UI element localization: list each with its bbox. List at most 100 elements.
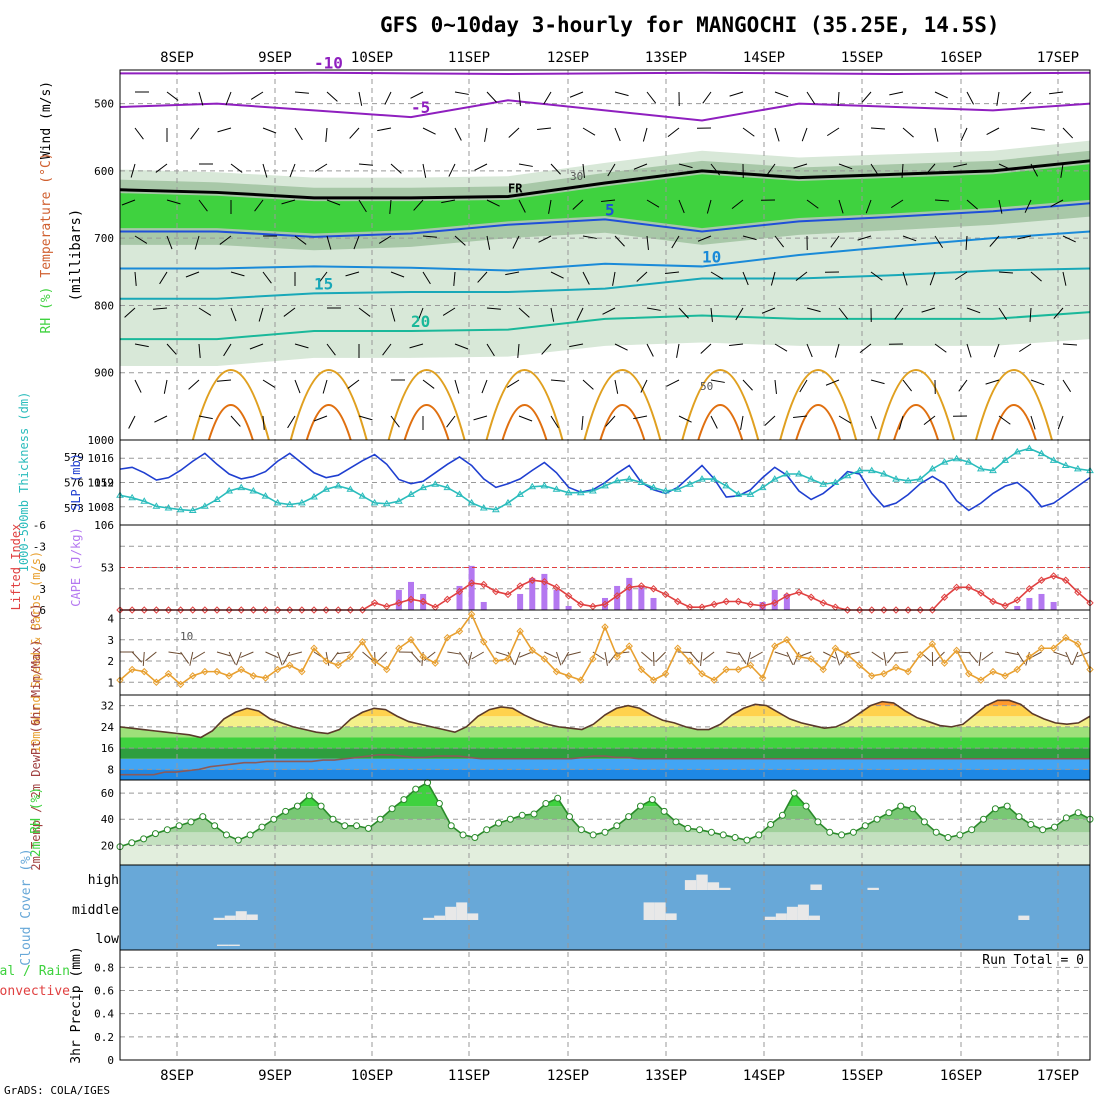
wind-barb (326, 91, 338, 102)
cloud-middle-bar (246, 914, 258, 920)
wind-barb (830, 235, 840, 248)
rh-tick-0: 20 (101, 839, 114, 852)
wind-barb (121, 199, 136, 206)
lifted-index-line-point (807, 593, 815, 601)
wind-speed-line-point (298, 667, 306, 676)
wind-barb-10m (883, 651, 887, 666)
wind-barb (646, 343, 654, 357)
wind-barb (998, 199, 1003, 214)
wind-barb (1017, 235, 1032, 240)
wind-barb-10m (447, 651, 462, 655)
wind-barb-10m (689, 651, 700, 663)
wind-speed-line-point (1062, 633, 1070, 642)
cloud-middle-bar (654, 902, 666, 920)
wind-barb (966, 199, 978, 210)
isotherm-label-4: 10 (702, 247, 721, 266)
isotherm-6 (120, 311, 1091, 341)
wind-barb (614, 235, 625, 247)
rh-line-point (743, 836, 751, 844)
wind-label: 10m Wind Speed & Barbs (m/s) (29, 551, 43, 753)
wind-barb (834, 343, 840, 358)
wind-barb (134, 127, 144, 140)
wind-barb (921, 307, 936, 313)
wind-speed-line-point (540, 655, 549, 663)
wind-barb (249, 343, 264, 350)
wind-speed-line-point (855, 661, 864, 669)
wind-barb (965, 235, 968, 251)
wind-speed-line-point (831, 644, 840, 652)
wind-barb-10m (556, 651, 562, 666)
temp-tick-2: 24 (101, 721, 115, 734)
wind-barb (166, 199, 181, 205)
wind-speed-line-point (625, 642, 633, 650)
cape-bar (1038, 593, 1045, 610)
wind-barb (998, 271, 1014, 274)
isotherm-label-6: 20 (411, 312, 430, 331)
wind-barb (1030, 163, 1039, 177)
wind-speed-line (119, 612, 1091, 686)
wind-speed-line-point (710, 676, 718, 684)
isotherm-30-day-1 (305, 404, 352, 441)
lifted-index-line-point (201, 606, 209, 614)
cape-tick-2: 159 (94, 477, 114, 490)
wind-barb (1029, 307, 1032, 323)
wind-barb (1030, 127, 1045, 131)
rh-line-point (282, 807, 290, 815)
thickness-line-point (334, 481, 343, 489)
wind-barb (358, 91, 363, 106)
rh-line-point (364, 824, 372, 832)
thickness-line-point (867, 466, 876, 474)
thickness-line-point (504, 498, 512, 506)
lifted-index-line-point (443, 595, 452, 604)
wind-barb-10m (886, 651, 897, 664)
wind-barb (838, 307, 849, 320)
wind-barb-10m (362, 651, 374, 662)
rh-line-point (187, 818, 195, 826)
wind-barb-10m (1071, 651, 1079, 666)
wind-barb (614, 127, 621, 142)
thickness-line-point (807, 475, 816, 482)
wind-speed-line-point (201, 667, 209, 676)
date-label-top-6: 14SEP (743, 50, 785, 66)
wind-barb (894, 307, 904, 320)
wind-barb (870, 271, 883, 281)
thickness-line-point (540, 481, 549, 489)
wind-barb (998, 163, 1012, 171)
wind-barb-10m (376, 651, 388, 663)
lifted-index-line-point (1025, 585, 1034, 593)
li-tick-0: -6 (33, 519, 46, 532)
wind-barb (1049, 91, 1064, 95)
date-label-bottom-6: 14SEP (743, 1068, 785, 1084)
wind-barb (454, 235, 466, 246)
date-label-top-5: 13SEP (645, 50, 687, 66)
thickness-line-point (249, 487, 258, 494)
rh-line-point (802, 802, 810, 810)
rh-line-point (1003, 802, 1011, 810)
rh-line-point (636, 802, 644, 810)
rh-line-point (1051, 823, 1059, 831)
rh-line-point (376, 815, 384, 823)
wind-barb (384, 91, 392, 105)
wind-speed-line-point (589, 655, 597, 663)
wind-speed-line-point (419, 653, 427, 661)
wind-barb (925, 163, 936, 175)
wind-speed-line-point (528, 646, 536, 655)
thickness-line-point (976, 464, 985, 472)
rh-contour-label-2: 50 (700, 380, 713, 393)
rh-line-point (849, 828, 857, 836)
slp-left-label: 1000-500mb Thickness (dm) (17, 392, 31, 573)
wind-barb (486, 235, 491, 250)
wind-barb (153, 307, 168, 310)
wind-barb (322, 379, 328, 394)
thickness-tick-2: 579 (64, 451, 84, 464)
rh-line-point (755, 831, 763, 839)
wind-barb (486, 343, 495, 357)
thickness-line-point (382, 499, 391, 507)
wind-barb (998, 307, 1008, 321)
rh-line-point (151, 830, 159, 838)
rh-line-point (885, 809, 893, 817)
rh-line-point (1039, 826, 1047, 834)
wind-speed-line-point (140, 667, 148, 676)
isotherm-25-day-6 (779, 369, 858, 441)
thickness-line-point (479, 504, 488, 511)
